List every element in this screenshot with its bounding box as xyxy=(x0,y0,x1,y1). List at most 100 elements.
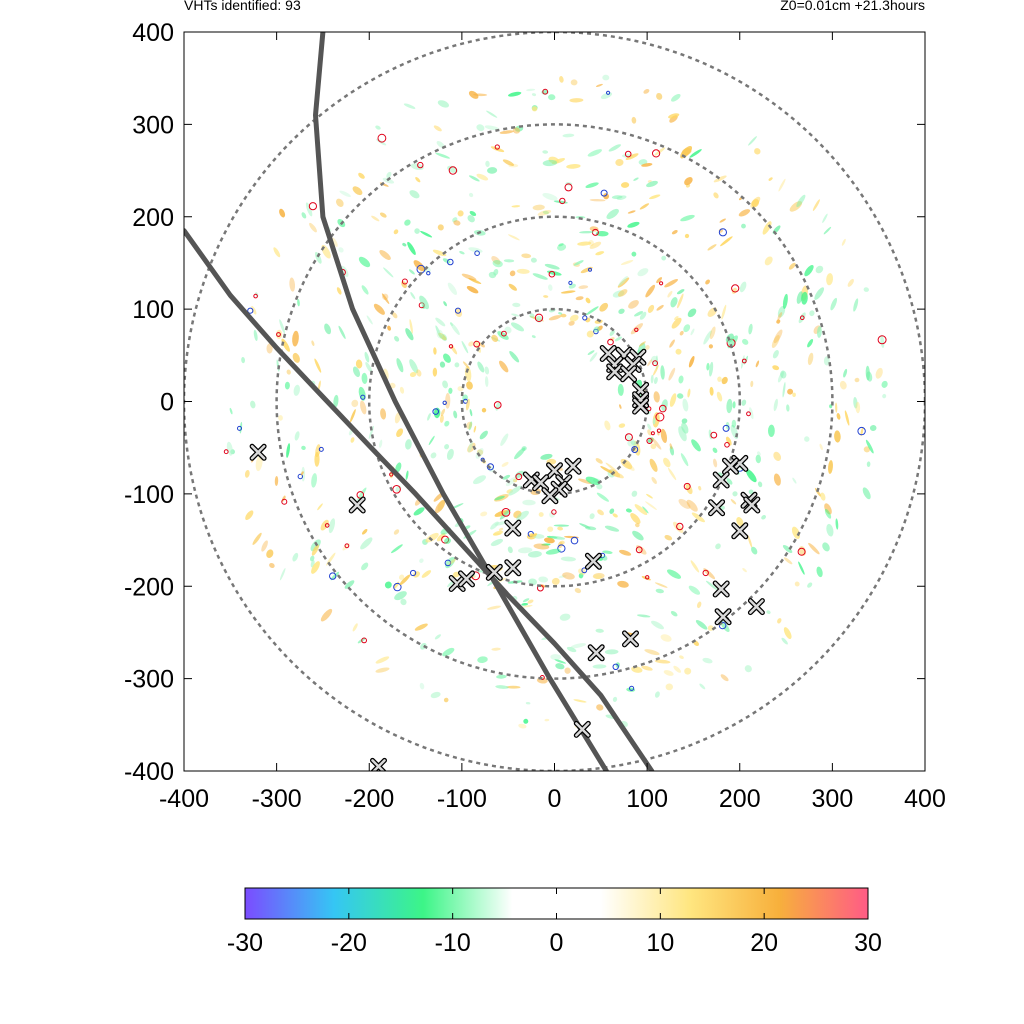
field-blob xyxy=(284,381,290,390)
field-blob xyxy=(440,333,448,342)
field-blob xyxy=(776,319,781,324)
contour-loop xyxy=(702,569,709,577)
field-blob xyxy=(508,234,520,241)
vht-marker xyxy=(458,570,475,588)
field-blob xyxy=(357,487,367,501)
field-blob xyxy=(566,164,581,169)
contour-loop xyxy=(655,412,665,422)
field-blob xyxy=(688,585,701,595)
field-blob xyxy=(772,365,780,371)
field-blob xyxy=(554,659,566,664)
field-blob xyxy=(627,440,634,447)
field-blob xyxy=(448,387,453,394)
contour-loop xyxy=(570,536,579,545)
contour-loop xyxy=(356,491,365,499)
field-blob xyxy=(792,477,797,484)
colorbar-tick-label: 10 xyxy=(646,929,674,957)
field-blob xyxy=(853,298,859,312)
field-blob xyxy=(632,530,644,541)
field-blob xyxy=(824,508,832,519)
field-blob xyxy=(637,268,649,277)
field-blob xyxy=(559,540,565,545)
field-blob xyxy=(647,359,652,367)
vht-marker xyxy=(541,487,559,505)
field-blob xyxy=(617,277,630,288)
field-blob xyxy=(250,400,256,409)
field-blob xyxy=(320,608,333,622)
field-blob xyxy=(527,599,534,604)
field-blob xyxy=(578,285,589,289)
contour-loop xyxy=(634,327,639,332)
contour-loop xyxy=(877,335,887,345)
field-blob xyxy=(416,369,422,377)
field-blob xyxy=(311,561,320,574)
field-blob xyxy=(400,598,407,606)
field-blob xyxy=(409,371,417,378)
field-blob xyxy=(853,397,858,409)
field-blob xyxy=(616,195,627,201)
field-blob xyxy=(577,241,592,246)
contour-loop xyxy=(581,567,588,574)
field-blob xyxy=(269,562,275,569)
field-blob xyxy=(761,515,766,520)
field-blob xyxy=(275,329,283,340)
field-blob xyxy=(807,352,814,366)
field-blob xyxy=(445,392,451,409)
contour-loop xyxy=(542,88,549,95)
field-blob xyxy=(627,221,640,228)
field-blob xyxy=(631,251,637,257)
field-blob xyxy=(311,544,319,556)
field-blob xyxy=(311,340,315,346)
field-blob xyxy=(755,360,760,368)
field-blob xyxy=(816,326,822,338)
field-blob xyxy=(409,359,419,374)
field-blob xyxy=(620,260,634,265)
field-blob xyxy=(587,149,602,157)
field-blob xyxy=(513,510,522,519)
field-blob xyxy=(778,178,786,192)
field-blob xyxy=(612,472,624,479)
field-blob xyxy=(292,330,299,347)
vht-marker xyxy=(573,720,591,738)
field-blob xyxy=(410,292,416,300)
contour-loop xyxy=(606,90,611,95)
field-blob xyxy=(364,351,370,363)
field-blob xyxy=(405,439,412,450)
contour-loop xyxy=(624,150,632,158)
field-blob xyxy=(435,152,450,159)
field-blob xyxy=(508,91,522,97)
contour-loop xyxy=(444,559,452,567)
field-blob xyxy=(777,371,784,383)
field-blob xyxy=(531,93,537,97)
field-blob xyxy=(375,125,381,130)
field-blob xyxy=(292,552,299,562)
field-blob xyxy=(569,98,584,103)
field-blob xyxy=(570,79,578,86)
field-blob xyxy=(798,312,806,324)
field-blob xyxy=(777,312,783,320)
field-blob xyxy=(661,255,667,261)
field-blob xyxy=(639,311,647,320)
contour-loop xyxy=(426,271,431,276)
field-blob xyxy=(499,130,514,134)
vorticity-field xyxy=(223,74,888,729)
field-blob xyxy=(690,328,695,336)
field-blob xyxy=(492,530,504,536)
vht-marker xyxy=(622,630,639,648)
contour-loop xyxy=(659,281,664,286)
field-blob xyxy=(798,561,805,575)
field-blob xyxy=(392,312,398,319)
field-blob xyxy=(860,427,864,437)
field-blob xyxy=(542,159,558,167)
field-blob xyxy=(726,398,733,414)
x-tick-label: 0 xyxy=(548,785,562,813)
field-blob xyxy=(542,150,549,154)
field-blob xyxy=(360,400,367,415)
field-blob xyxy=(717,376,722,382)
field-blob xyxy=(691,439,701,452)
field-blob xyxy=(835,518,839,530)
field-blob xyxy=(618,423,626,428)
field-blob xyxy=(523,718,529,724)
field-blob xyxy=(808,542,820,555)
vht-marker xyxy=(504,519,522,537)
